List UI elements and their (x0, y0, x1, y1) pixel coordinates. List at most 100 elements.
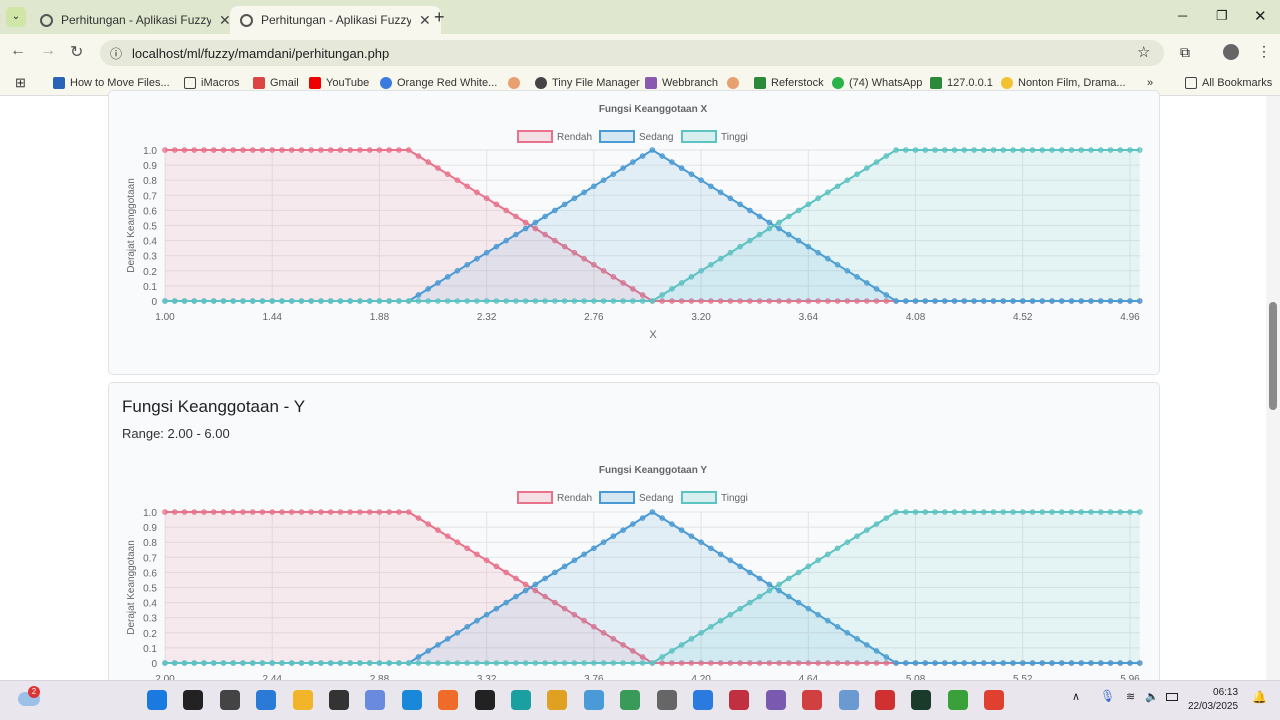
data-point-rendah (337, 147, 344, 153)
wifi-icon[interactable]: ≋ (1126, 691, 1136, 703)
data-point-tinggi (269, 298, 276, 304)
volume-icon[interactable]: 🔈 (1145, 691, 1159, 703)
bookmark[interactable]: YouTube (309, 77, 369, 89)
bookmark-star-icon[interactable]: ☆ (1137, 44, 1151, 61)
data-point-tinggi (610, 298, 617, 304)
bookmark[interactable]: iMacros (184, 77, 240, 89)
close-tab-icon[interactable]: ✕ (219, 11, 231, 28)
close-tab-icon[interactable]: ✕ (419, 11, 431, 28)
data-point-rendah (747, 298, 753, 304)
data-point-tinggi (279, 298, 285, 304)
data-point-sedang (600, 539, 607, 546)
microphone-icon[interactable]: 🎙 (1100, 689, 1116, 703)
data-point-tinggi (1010, 509, 1016, 515)
bookmark[interactable]: Referstock (754, 77, 824, 89)
legend-label-tinggi: Tinggi (721, 132, 748, 143)
file-transfer-icon[interactable] (620, 690, 641, 710)
file-explorer-icon[interactable] (292, 690, 313, 710)
bookmark[interactable] (508, 77, 520, 89)
bookmark[interactable]: Nonton Film, Drama... (1001, 77, 1126, 89)
data-point-rendah (795, 298, 802, 304)
notifications-icon[interactable]: 🔔 (1252, 690, 1267, 704)
data-point-rendah (815, 660, 821, 666)
task-view-icon[interactable] (219, 690, 240, 710)
clock[interactable]: 06:13 22/03/2025 (1188, 686, 1238, 714)
data-point-tinggi (552, 298, 558, 304)
bookmark[interactable] (727, 77, 739, 89)
bookmark[interactable]: (74) WhatsApp (832, 77, 922, 89)
wps-office-icon[interactable] (875, 690, 895, 710)
data-point-tinggi (795, 569, 802, 576)
data-point-sedang (1049, 298, 1055, 304)
start-icon[interactable] (147, 690, 167, 710)
all-bookmarks[interactable]: All Bookmarks (1185, 77, 1272, 89)
data-point-rendah (464, 183, 470, 190)
tab-tsukamoto[interactable]: Perhitungan - Aplikasi Fuzzy Tsukamoto ✕ (30, 6, 241, 34)
control-panel-icon[interactable] (583, 690, 604, 710)
reload-button[interactable]: ↻ (70, 44, 84, 61)
postman-icon[interactable] (438, 690, 459, 710)
apps-icon[interactable]: ⊞ (15, 75, 26, 90)
inkscape-icon[interactable] (656, 690, 677, 710)
data-point-rendah (854, 298, 860, 304)
x-tick-label: 1.88 (370, 312, 390, 323)
data-point-tinggi (220, 298, 227, 304)
edge-icon[interactable] (401, 690, 422, 710)
data-point-tinggi (1127, 509, 1133, 515)
x-tick-label: 1.44 (262, 312, 282, 323)
tray-chevron-icon[interactable]: ∧ (1072, 691, 1081, 703)
y-tick-label: 0.2 (143, 267, 157, 278)
docker-icon[interactable] (693, 690, 713, 710)
arduino-icon[interactable] (511, 690, 531, 710)
sticky-notes-icon[interactable] (474, 690, 495, 710)
extensions-icon[interactable]: ⧉ (1180, 44, 1190, 60)
tab-search-button[interactable]: ⌄ (6, 7, 26, 27)
bookmark[interactable]: 127.0.0.1 (930, 77, 993, 89)
photos-icon[interactable] (365, 690, 386, 710)
data-point-rendah (435, 165, 441, 171)
camtasia-green-icon[interactable] (947, 690, 968, 710)
sublime-icon[interactable] (911, 690, 932, 710)
back-button[interactable]: ← (10, 42, 26, 59)
data-point-rendah (883, 298, 890, 304)
tab-mamdani[interactable]: Perhitungan - Aplikasi Fuzzy Mamdani ✕ (230, 6, 441, 34)
data-point-tinggi (444, 660, 451, 666)
bookmark[interactable]: Orange Red White... (380, 77, 497, 89)
data-point-sedang (1068, 660, 1075, 666)
close-window-button[interactable]: ✕ (1254, 8, 1267, 25)
bookmark[interactable]: How to Move Files... (53, 77, 170, 89)
address-bar[interactable]: ⓘ localhost/ml/fuzzy/mamdani/perhitungan… (100, 40, 1164, 66)
chrome-icon[interactable] (547, 690, 568, 710)
jetbrains-icon[interactable] (729, 690, 750, 710)
restore-button[interactable]: ❐ (1216, 8, 1228, 23)
data-point-tinggi (756, 231, 763, 238)
bookmark[interactable]: Tiny File Manager (535, 77, 640, 89)
bookmark[interactable]: Webbranch (645, 77, 718, 89)
more-bookmarks-icon[interactable]: » (1147, 77, 1154, 89)
snipping-tool-icon[interactable] (838, 690, 859, 710)
data-point-sedang (1039, 298, 1046, 304)
data-point-sedang (844, 630, 851, 636)
data-point-sedang (552, 207, 558, 214)
y-tick-label: 0.4 (143, 237, 157, 248)
menu-icon[interactable]: ⋮ (1257, 43, 1271, 59)
data-point-sedang (815, 249, 821, 256)
forward-button[interactable]: → (40, 42, 56, 59)
data-point-tinggi (639, 660, 646, 666)
site-info-icon[interactable]: ⓘ (110, 46, 123, 61)
vscode-icon[interactable] (256, 690, 277, 710)
terminal-icon[interactable] (329, 690, 349, 710)
minimize-button[interactable]: ─ (1178, 8, 1188, 23)
search-icon[interactable] (183, 690, 204, 710)
data-point-sedang (825, 617, 831, 624)
scrollbar-thumb[interactable] (1269, 302, 1277, 410)
profile-avatar[interactable] (1223, 44, 1239, 60)
virtualbox-icon[interactable] (765, 690, 786, 710)
new-tab-button[interactable]: + (434, 7, 445, 27)
git-gui-icon[interactable] (802, 690, 823, 710)
camtasia-red-icon[interactable] (984, 690, 1005, 710)
data-point-sedang (766, 219, 773, 226)
y-tick-label: 0.1 (143, 282, 157, 293)
battery-icon[interactable] (1166, 693, 1178, 701)
bookmark[interactable]: Gmail (253, 77, 299, 89)
